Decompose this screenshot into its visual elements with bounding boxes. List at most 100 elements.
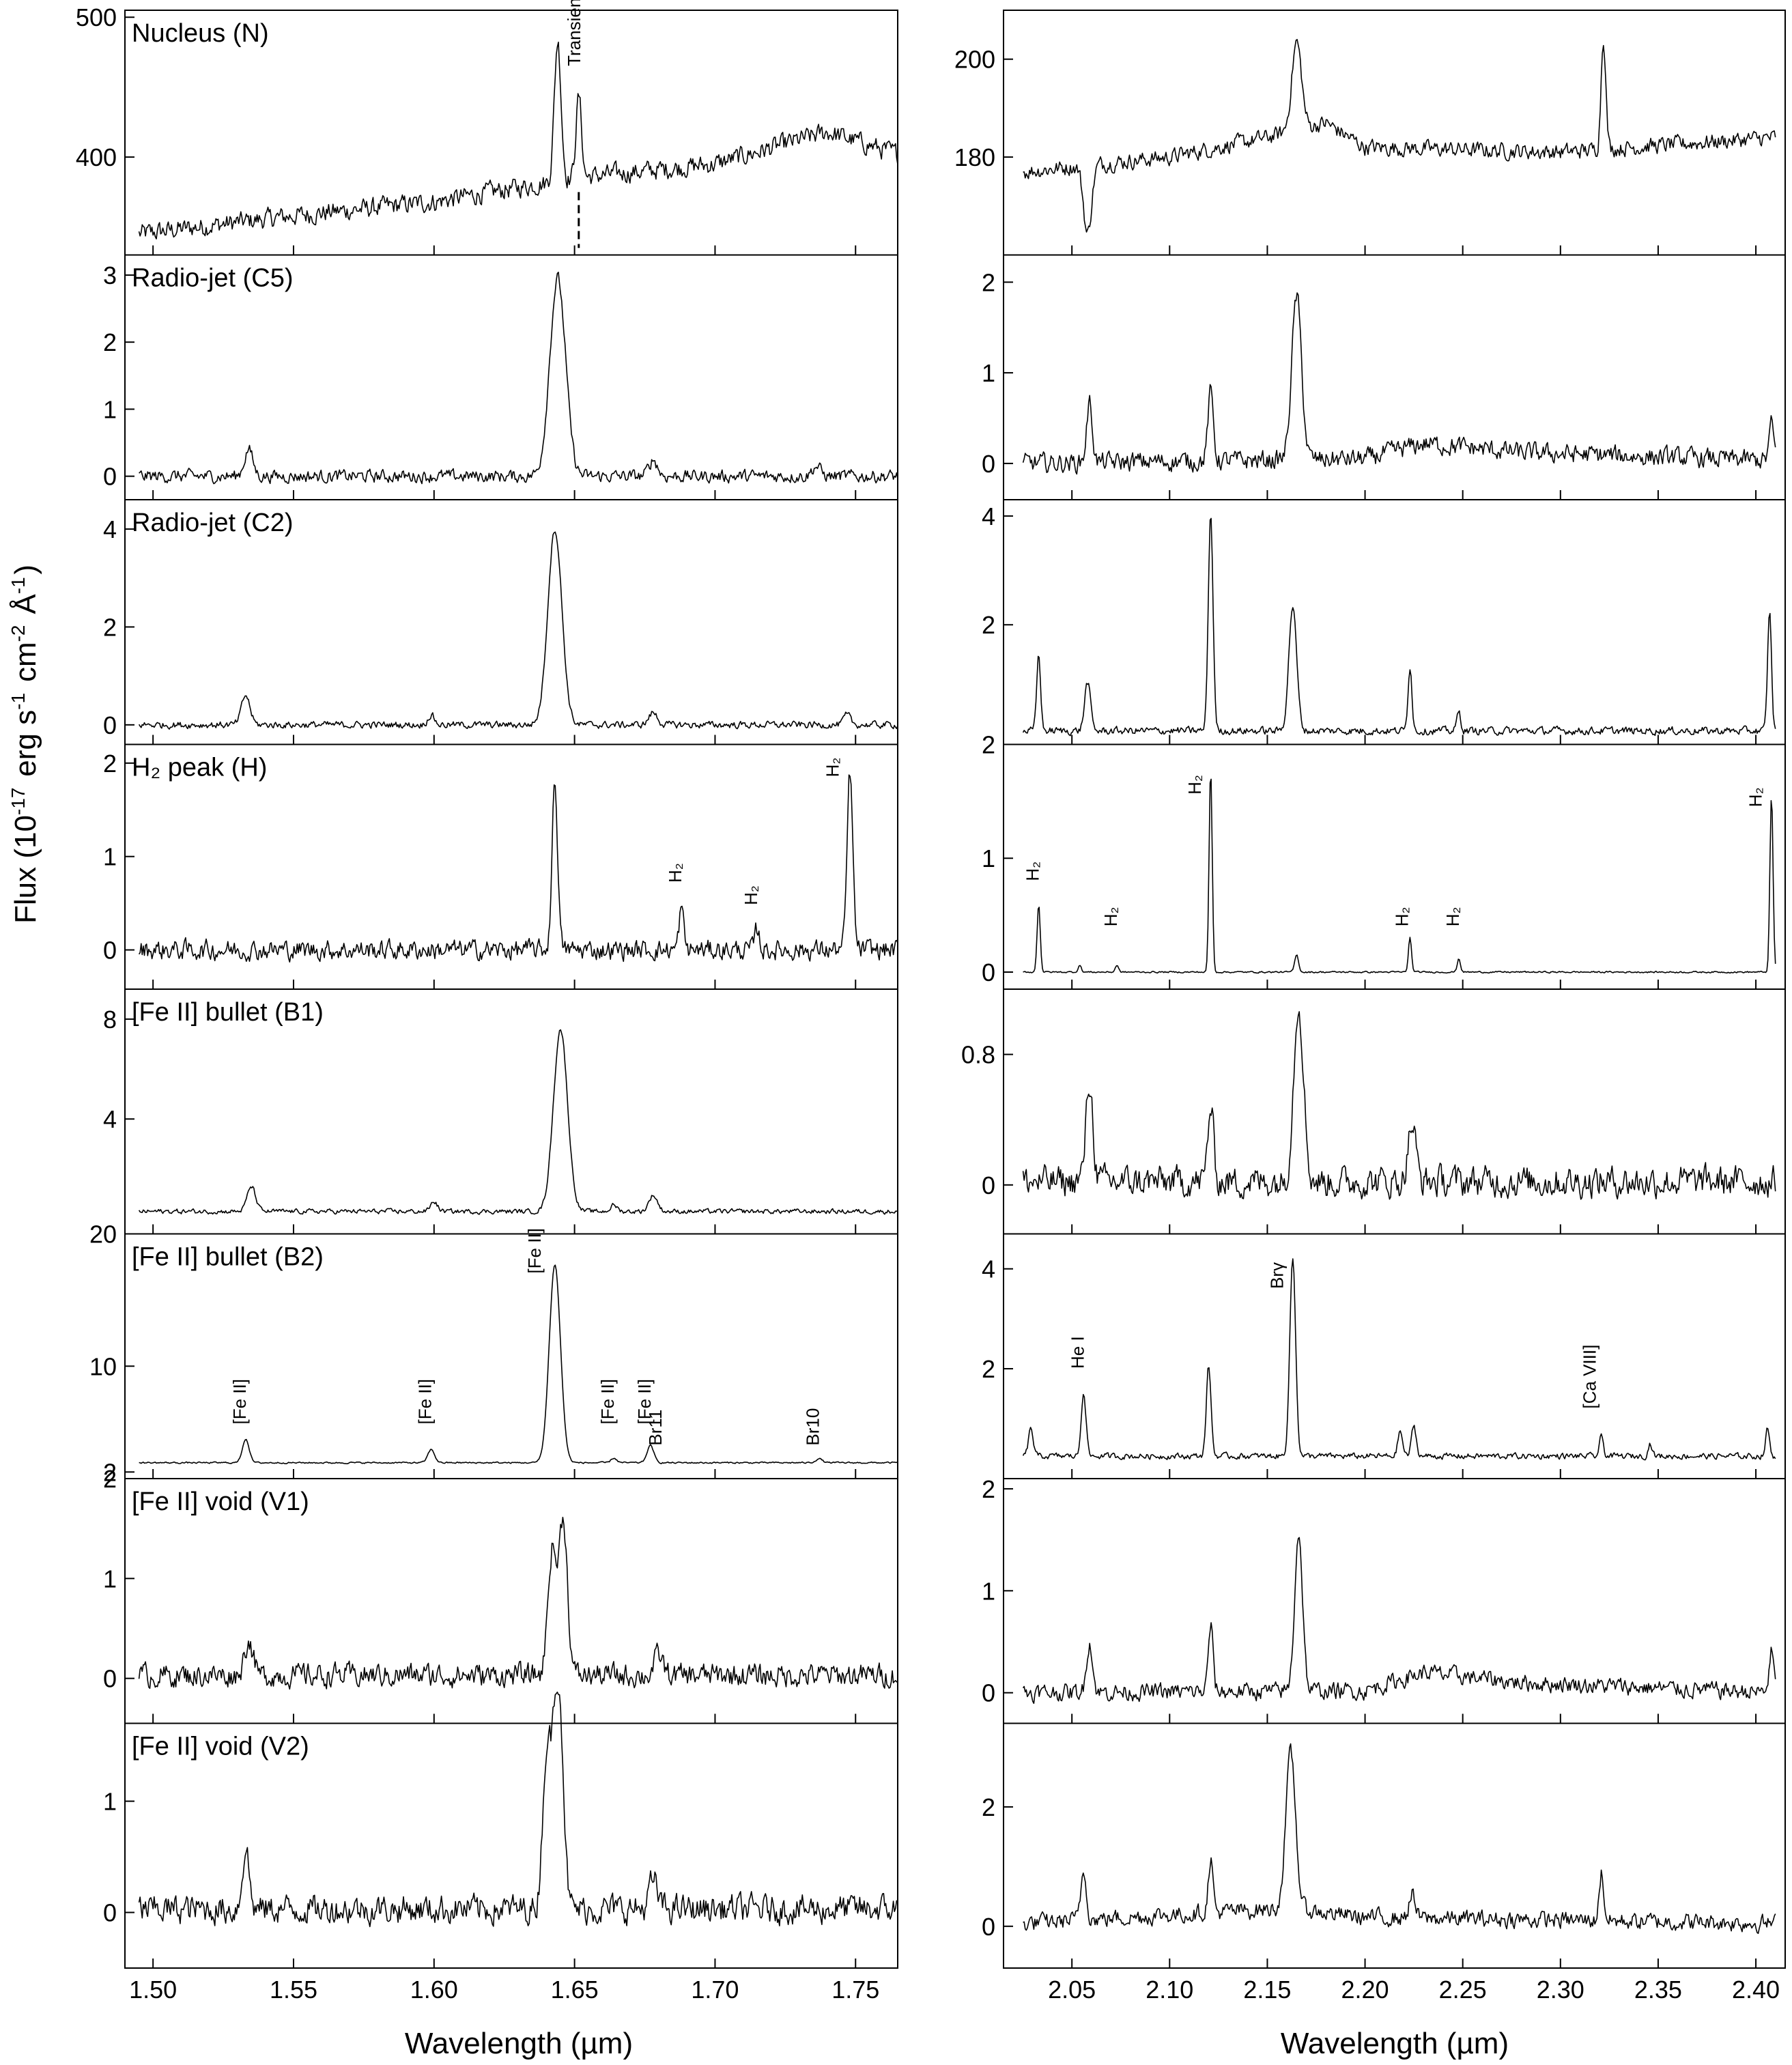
x-tick-label: 1.50: [129, 1976, 177, 2004]
spectrum-panel-7: 0 1 2 H₂ peak (H) H₂ H₂ H₂: [103, 743, 898, 990]
line-annotation: Brγ: [1266, 1262, 1287, 1289]
y-tick-label: 1: [103, 395, 117, 423]
y-tick-label: 1: [982, 359, 995, 387]
x-tick-label: 2.30: [1537, 1976, 1584, 2004]
y-tick-label: 2: [982, 1355, 995, 1383]
spectrum-line: [139, 272, 898, 485]
spectrum-line: [1022, 1258, 1776, 1461]
line-annotation: [Fe II]: [524, 1228, 545, 1273]
spectrum-line: [1023, 39, 1776, 233]
line-annotation: H₂: [1746, 787, 1766, 807]
x-tick-label: 1.70: [691, 1976, 739, 2004]
y-tick-label: 1: [982, 844, 995, 872]
y-tick-label: 180: [954, 143, 995, 171]
x-tick-label: 2.35: [1634, 1976, 1682, 2004]
y-tick-label: 2: [103, 328, 117, 356]
line-annotation: He I: [1067, 1336, 1087, 1369]
y-tick-label: 4: [982, 502, 995, 530]
line-annotation: H₂: [741, 885, 761, 905]
y-tick-label: 2: [982, 1793, 995, 1821]
y-tick-label: 2: [982, 268, 995, 296]
x-axis-label-left: Wavelength (µm): [405, 2027, 633, 2060]
y-tick-label: 1: [103, 843, 117, 871]
spectrum-line: [138, 42, 898, 240]
y-tick-label: 0: [982, 1913, 995, 1941]
line-annotation: H₂: [1392, 907, 1412, 926]
line-annotation: [Fe II]: [597, 1379, 618, 1424]
y-tick-label: 1: [103, 1565, 117, 1593]
spectrum-line: [139, 1264, 898, 1464]
y-tick-label: 2: [982, 1475, 995, 1503]
spectrum-panel-10: 00.8: [961, 988, 1786, 1235]
line-annotation: Br11: [645, 1410, 666, 1446]
spectrum-line: [1023, 778, 1776, 974]
x-tick-label: 2.40: [1732, 1976, 1780, 2004]
spectrum-panel-15: 0 1 1.50 1.55 1.60 1.65 1.70 1.75 [Fe II] void (…: [103, 1692, 898, 2004]
y-tick-label: 20: [89, 1221, 117, 1249]
y-tick-label: 0: [103, 711, 117, 739]
spectrum-line: [1022, 1011, 1776, 1200]
region-label: [Fe II] void (V1): [132, 1487, 309, 1516]
line-annotation: H₂: [1442, 907, 1463, 926]
region-label: [Fe II] bullet (B2): [132, 1243, 324, 1272]
y-tick-label: 4: [103, 1105, 117, 1133]
spectrum-line: [138, 1692, 898, 1928]
region-label: H₂ peak (H): [132, 754, 267, 782]
x-tick-label: 1.55: [270, 1976, 317, 2004]
spectrum-line: [138, 531, 898, 730]
panel-frame: [1003, 1722, 1786, 1969]
y-tick-label: 8: [103, 1006, 117, 1034]
y-tick-label: 2: [103, 1458, 117, 1486]
y-tick-label: 0: [103, 1665, 117, 1693]
spectrum-panel-11: 2 10 20 [Fe II] bullet (B2) [Fe II] [Fe II] [F…: [89, 1221, 898, 1486]
y-tick-label: 0: [103, 1899, 117, 1927]
spectrum-line: [1022, 1537, 1776, 1704]
x-tick-label: 2.25: [1439, 1976, 1487, 2004]
spectrum-line: [138, 774, 898, 963]
y-tick-label: 200: [954, 46, 995, 74]
region-label: Radio-jet (C5): [132, 264, 294, 293]
spectrum-panel-8: 0 1 2 H₂ H₂ H₂ H₂ H₂ H₂: [982, 731, 1786, 990]
y-axis-label: Flux (10-17 erg s-1 cm-2 Å-1 ): [8, 565, 42, 924]
y-tick-label: 2: [103, 750, 117, 778]
region-label: Nucleus (N): [132, 19, 269, 48]
region-label: [Fe II] bullet (B1): [132, 998, 324, 1027]
line-annotation: [Fe II]: [634, 1379, 655, 1424]
y-tick-label: 4: [103, 515, 117, 543]
spectrum-panel-16: 0 2 2.05 2.10 2.15 2.20 2.25 2.30 2.35 2.40: [982, 1722, 1786, 2004]
x-tick-label: 2.05: [1048, 1976, 1096, 2004]
y-tick-label: 0: [982, 1679, 995, 1707]
spectrum-line: [138, 1516, 898, 1690]
spectrum-panel-12: 2 4 He I Brγ [Ca VIII]: [982, 1233, 1786, 1479]
y-tick-label: 0: [982, 1171, 995, 1199]
line-annotation: H₂: [1023, 861, 1043, 881]
y-tick-label: 4: [982, 1255, 995, 1283]
line-annotation: Br10: [803, 1408, 823, 1446]
x-tick-label: 2.15: [1243, 1976, 1291, 2004]
x-tick-label: 1.75: [831, 1976, 879, 2004]
line-annotation: H₂: [823, 758, 843, 778]
x-tick-label: 1.60: [410, 1976, 458, 2004]
spectrum-panel-2: 180 200: [954, 10, 1786, 256]
y-tick-label: 0.8: [961, 1041, 995, 1069]
line-annotation: H₂: [665, 863, 685, 883]
line-annotation: Transient [Fe II]: [564, 0, 584, 66]
y-tick-label: 400: [76, 143, 117, 171]
y-tick-label: 0: [982, 958, 995, 986]
spectrum-line: [1023, 1743, 1776, 1935]
y-tick-label: 0: [103, 463, 117, 491]
panel-frame: [124, 1722, 898, 1969]
region-label: Radio-jet (C2): [132, 509, 294, 537]
x-axis-label-right: Wavelength (µm): [1281, 2027, 1509, 2060]
y-tick-label: 3: [103, 261, 117, 289]
y-tick-label: 0: [982, 450, 995, 478]
spectrum-panel-3: 0 1 2 3 Radio-jet (C5): [103, 254, 898, 500]
line-annotation: [Fe II]: [415, 1379, 436, 1424]
y-tick-label: 1: [982, 1577, 995, 1605]
line-annotation: H₂: [1184, 775, 1205, 795]
y-tick-label: 2: [982, 731, 995, 759]
x-tick-label: 2.10: [1146, 1976, 1193, 2004]
